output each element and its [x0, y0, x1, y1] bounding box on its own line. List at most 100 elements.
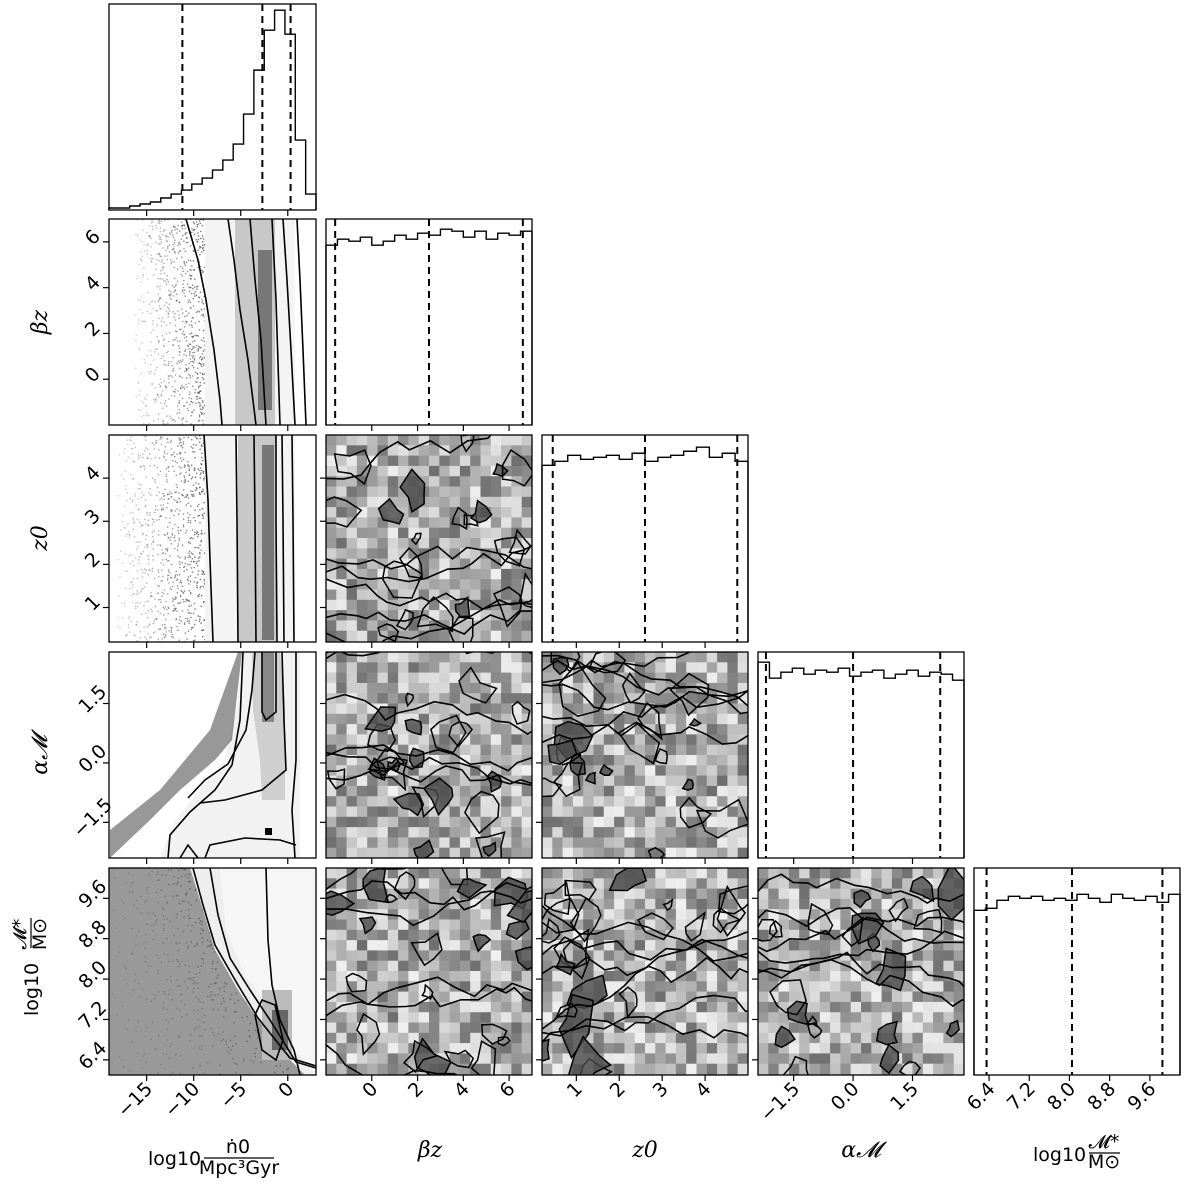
density-cell: [603, 672, 615, 684]
scatter-point: [176, 280, 179, 283]
scatter-point: [194, 468, 196, 470]
density-cell: [542, 847, 553, 858]
scatter-point: [132, 477, 135, 480]
scatter-point: [202, 315, 205, 317]
density-cell: [542, 785, 553, 797]
scatter-point: [166, 526, 169, 528]
density-cell: [449, 652, 461, 663]
scatter-point: [159, 285, 161, 288]
density-cell: [572, 703, 584, 715]
scatter-point: [198, 385, 200, 388]
scatter-point: [192, 612, 195, 615]
scatter-point: [188, 324, 191, 326]
density-cell: [418, 703, 430, 715]
density-cell: [717, 940, 728, 951]
contour-blob: [553, 936, 591, 980]
density-cell: [346, 847, 358, 858]
density-cell: [593, 919, 605, 931]
density-cell: [655, 682, 667, 694]
density-cell: [408, 445, 420, 457]
density-cell: [480, 703, 492, 715]
density-cell: [418, 785, 430, 797]
scatter-point: [176, 299, 178, 302]
density-cell: [562, 827, 574, 838]
scatter-point: [162, 606, 165, 609]
density-cell: [326, 744, 337, 756]
density-cell: [727, 713, 739, 725]
density-cell: [665, 837, 677, 849]
scatter-point: [180, 265, 182, 268]
density-cell: [511, 806, 523, 818]
scatter-point: [181, 227, 184, 230]
scatter-point: [193, 623, 196, 626]
density-cell: [737, 662, 748, 674]
scatter-point: [124, 553, 127, 555]
density-cell: [346, 455, 358, 467]
scatter-point: [133, 593, 135, 596]
density-cell: [737, 909, 748, 920]
scatter-point: [178, 317, 180, 319]
density-cell: [624, 971, 636, 982]
scatter-point: [172, 295, 175, 297]
scatter-point: [146, 394, 148, 397]
scatter-point: [152, 541, 154, 543]
scatter-point: [166, 278, 168, 281]
density-cell: [346, 517, 358, 529]
density-cell: [336, 610, 348, 621]
contour-blob: [806, 1021, 823, 1039]
density-cell: [511, 847, 523, 858]
scatter-point: [188, 554, 191, 557]
scatter-point: [145, 404, 147, 407]
density-cell: [953, 1012, 964, 1023]
density-cell: [686, 909, 697, 920]
density-cell: [346, 599, 358, 611]
density-cell: [912, 981, 924, 993]
scatter-point: [187, 409, 190, 412]
density-cell: [583, 703, 594, 715]
scatter-point: [183, 353, 185, 356]
scatter-point: [186, 270, 189, 273]
scatter-point: [161, 335, 164, 337]
scatter-point: [195, 381, 197, 383]
density-cell: [398, 703, 409, 715]
density-cell: [459, 744, 471, 756]
density-cell: [624, 796, 636, 807]
density-cell: [459, 837, 471, 849]
density-cell: [490, 1001, 502, 1013]
density-cell: [737, 837, 748, 849]
scatter-point: [202, 249, 205, 252]
density-cell: [727, 868, 739, 879]
density-cell: [439, 703, 451, 715]
density-cell: [459, 476, 471, 487]
density-cell: [634, 827, 646, 838]
scatter-point: [190, 612, 192, 615]
density-cell: [583, 919, 594, 931]
scatter-point: [140, 251, 142, 253]
density-cell: [727, 775, 739, 787]
scatter-point: [162, 575, 164, 578]
density-cell: [912, 1012, 924, 1023]
density-cell: [429, 507, 440, 518]
density-cell: [356, 507, 368, 518]
scatter-point: [166, 549, 169, 551]
scatter-point: [133, 535, 136, 538]
scatter-point: [135, 624, 138, 626]
scatter-point: [144, 499, 147, 501]
scatter-point: [146, 244, 148, 247]
density-cell: [727, 940, 739, 951]
contour-blob: [430, 714, 467, 754]
scatter-point: [162, 266, 164, 269]
contour-mid: [209, 868, 316, 1069]
scatter-point: [158, 234, 160, 237]
density-cell: [562, 868, 574, 879]
density-cell: [439, 991, 451, 1003]
density-cell: [439, 909, 451, 920]
density-cell: [634, 672, 646, 684]
density-cell: [645, 940, 656, 951]
scatter-point: [192, 451, 194, 453]
density-cell: [356, 806, 368, 818]
density-cell: [439, 538, 451, 549]
scatter-point: [194, 635, 196, 638]
density-cell: [840, 991, 852, 1003]
